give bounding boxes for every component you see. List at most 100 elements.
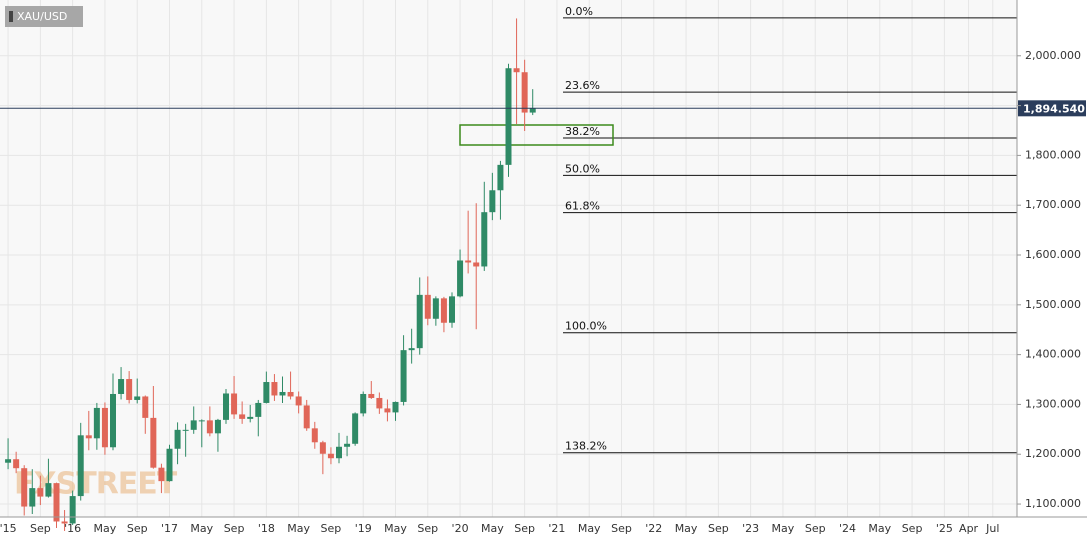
x-tick-label: Sep <box>708 522 729 535</box>
y-tick-label: 1,700.000 <box>1025 198 1081 211</box>
candle-body <box>336 446 342 459</box>
fib-levels: 0.0% 23.6% 38.2% 50.0% 61.8% 100.0% 138.2% <box>563 5 1017 454</box>
candle-body <box>255 402 262 417</box>
fib-label: 38.2% <box>565 125 600 138</box>
candle-body <box>174 429 181 449</box>
x-tick-label: May <box>384 522 407 535</box>
candle-body <box>53 483 60 522</box>
candle-body <box>408 348 415 351</box>
candle-body <box>69 496 76 524</box>
candle-body <box>457 260 464 297</box>
x-tick-label: '22 <box>645 522 662 535</box>
candle-body <box>166 448 173 482</box>
x-tick-label: '24 <box>839 522 856 535</box>
x-tick-label: Sep <box>514 522 535 535</box>
x-tick-label: '16 <box>64 522 81 535</box>
current-price-badge <box>1018 100 1086 117</box>
candle-body <box>513 68 520 73</box>
candle-body <box>352 413 359 444</box>
x-tick-label: Sep <box>902 522 923 535</box>
candle-body <box>198 420 205 422</box>
fib-label: 0.0% <box>565 5 593 18</box>
candle-body <box>384 408 391 413</box>
y-tick-label: 1,800.000 <box>1025 148 1081 161</box>
candle-body <box>497 164 504 191</box>
x-tick-label: '25 <box>936 522 953 535</box>
candle-body <box>440 298 447 323</box>
x-tick-label: Sep <box>805 522 826 535</box>
price-line: 1,894.540 <box>0 100 1086 117</box>
x-tick-label: '17 <box>161 522 178 535</box>
candle-body <box>93 407 100 439</box>
x-tick-label: May <box>94 522 117 535</box>
x-tick-label: May <box>868 522 891 535</box>
candle-body <box>118 379 125 394</box>
candle-body <box>287 391 294 397</box>
x-tick-label: May <box>772 522 795 535</box>
candle-body <box>77 435 84 497</box>
candle-body <box>529 108 536 113</box>
candle-body <box>271 382 278 396</box>
candle-body <box>376 397 383 409</box>
candle-body <box>158 467 165 482</box>
candle-body <box>303 405 310 429</box>
candle-body <box>85 435 92 439</box>
y-tick-label: 1,500.000 <box>1025 298 1081 311</box>
x-tick-label: '20 <box>452 522 469 535</box>
y-tick-label: 1,600.000 <box>1025 248 1081 261</box>
candle-body <box>110 393 116 448</box>
symbol-icon <box>9 11 13 22</box>
candle-body <box>465 260 472 263</box>
x-tick-label: '18 <box>258 522 275 535</box>
candle-body <box>295 396 302 406</box>
current-price-label: 1,894.540 <box>1023 102 1085 115</box>
x-tick-label: '19 <box>355 522 372 535</box>
candle-body <box>239 414 246 419</box>
candle-body <box>101 407 108 448</box>
candle-body <box>247 416 254 419</box>
candle-body <box>214 419 221 434</box>
x-tick-label: Sep <box>611 522 632 535</box>
candle-body <box>231 393 238 415</box>
fib-label: 50.0% <box>565 162 600 175</box>
y-tick-label: 2,000.000 <box>1025 49 1081 62</box>
y-tick-label: 1,400.000 <box>1025 348 1081 361</box>
x-tick-label: May <box>190 522 213 535</box>
y-tick-label: 1,200.000 <box>1025 447 1081 460</box>
grid <box>0 0 1017 517</box>
symbol-label: XAU/USD <box>17 10 67 23</box>
candle-body <box>134 396 141 400</box>
candle-body <box>473 262 480 267</box>
x-tick-label: Sep <box>321 522 342 535</box>
axes: '15 Sep '16 May Sep '17 May Sep '18 May Sep '19 May S… <box>0 49 1081 535</box>
candle-body <box>29 488 36 507</box>
candle-body <box>368 393 375 398</box>
fib-label: 23.6% <box>565 79 600 92</box>
candle-body <box>142 396 149 418</box>
fib-label: 61.8% <box>565 200 600 213</box>
candle-body <box>432 298 439 319</box>
candle-body <box>61 521 68 524</box>
symbol-badge <box>5 6 83 27</box>
candle-body <box>505 68 512 165</box>
x-tick-label: May <box>578 522 601 535</box>
x-tick-label: May <box>481 522 504 535</box>
y-tick-label: 1,100.000 <box>1025 497 1081 510</box>
candle-body <box>190 420 197 430</box>
x-tick-label: Apr <box>959 522 979 535</box>
candle-body <box>126 379 133 400</box>
x-tick-label: '21 <box>548 522 565 535</box>
candle-body <box>150 417 157 468</box>
x-tick-label: '15 <box>0 522 17 535</box>
candle-body <box>344 443 351 447</box>
candle-body <box>223 393 229 420</box>
candle-body <box>13 459 20 469</box>
candle-body <box>21 468 28 507</box>
x-tick-label: May <box>675 522 698 535</box>
candle-body <box>263 382 270 403</box>
highlight-box <box>459 124 614 146</box>
candle-body <box>392 401 399 413</box>
candle-body <box>481 212 488 267</box>
candle-body <box>311 428 318 443</box>
